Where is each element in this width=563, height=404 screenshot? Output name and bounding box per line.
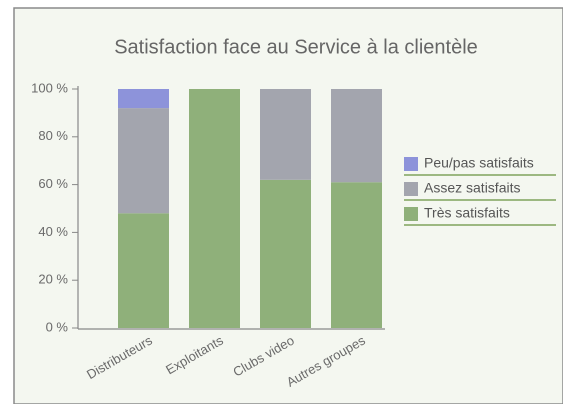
legend-swatch xyxy=(404,207,418,221)
bar-segment xyxy=(118,89,169,109)
legend-swatch xyxy=(404,157,418,171)
bar-segment xyxy=(118,108,169,214)
legend-label: Assez satisfaits xyxy=(424,180,520,196)
legend-swatch xyxy=(404,182,418,196)
bar-segment xyxy=(331,182,382,328)
y-tick-label: 80 % xyxy=(38,128,68,143)
bar-segment xyxy=(331,89,382,183)
chart-title: Satisfaction face au Service à la client… xyxy=(114,36,478,58)
legend-label: Très satisfaits xyxy=(424,205,510,221)
y-tick-label: 60 % xyxy=(38,176,68,191)
y-tick-label: 20 % xyxy=(38,272,68,287)
y-tick-label: 0 % xyxy=(46,319,69,334)
bar-segment xyxy=(118,213,169,328)
bar-segment xyxy=(260,179,311,328)
bar-segment xyxy=(189,89,240,328)
y-tick-label: 40 % xyxy=(38,224,68,239)
legend-label: Peu/pas satisfaits xyxy=(424,155,534,171)
y-tick-label: 100 % xyxy=(31,80,68,95)
bar-segment xyxy=(260,89,311,180)
